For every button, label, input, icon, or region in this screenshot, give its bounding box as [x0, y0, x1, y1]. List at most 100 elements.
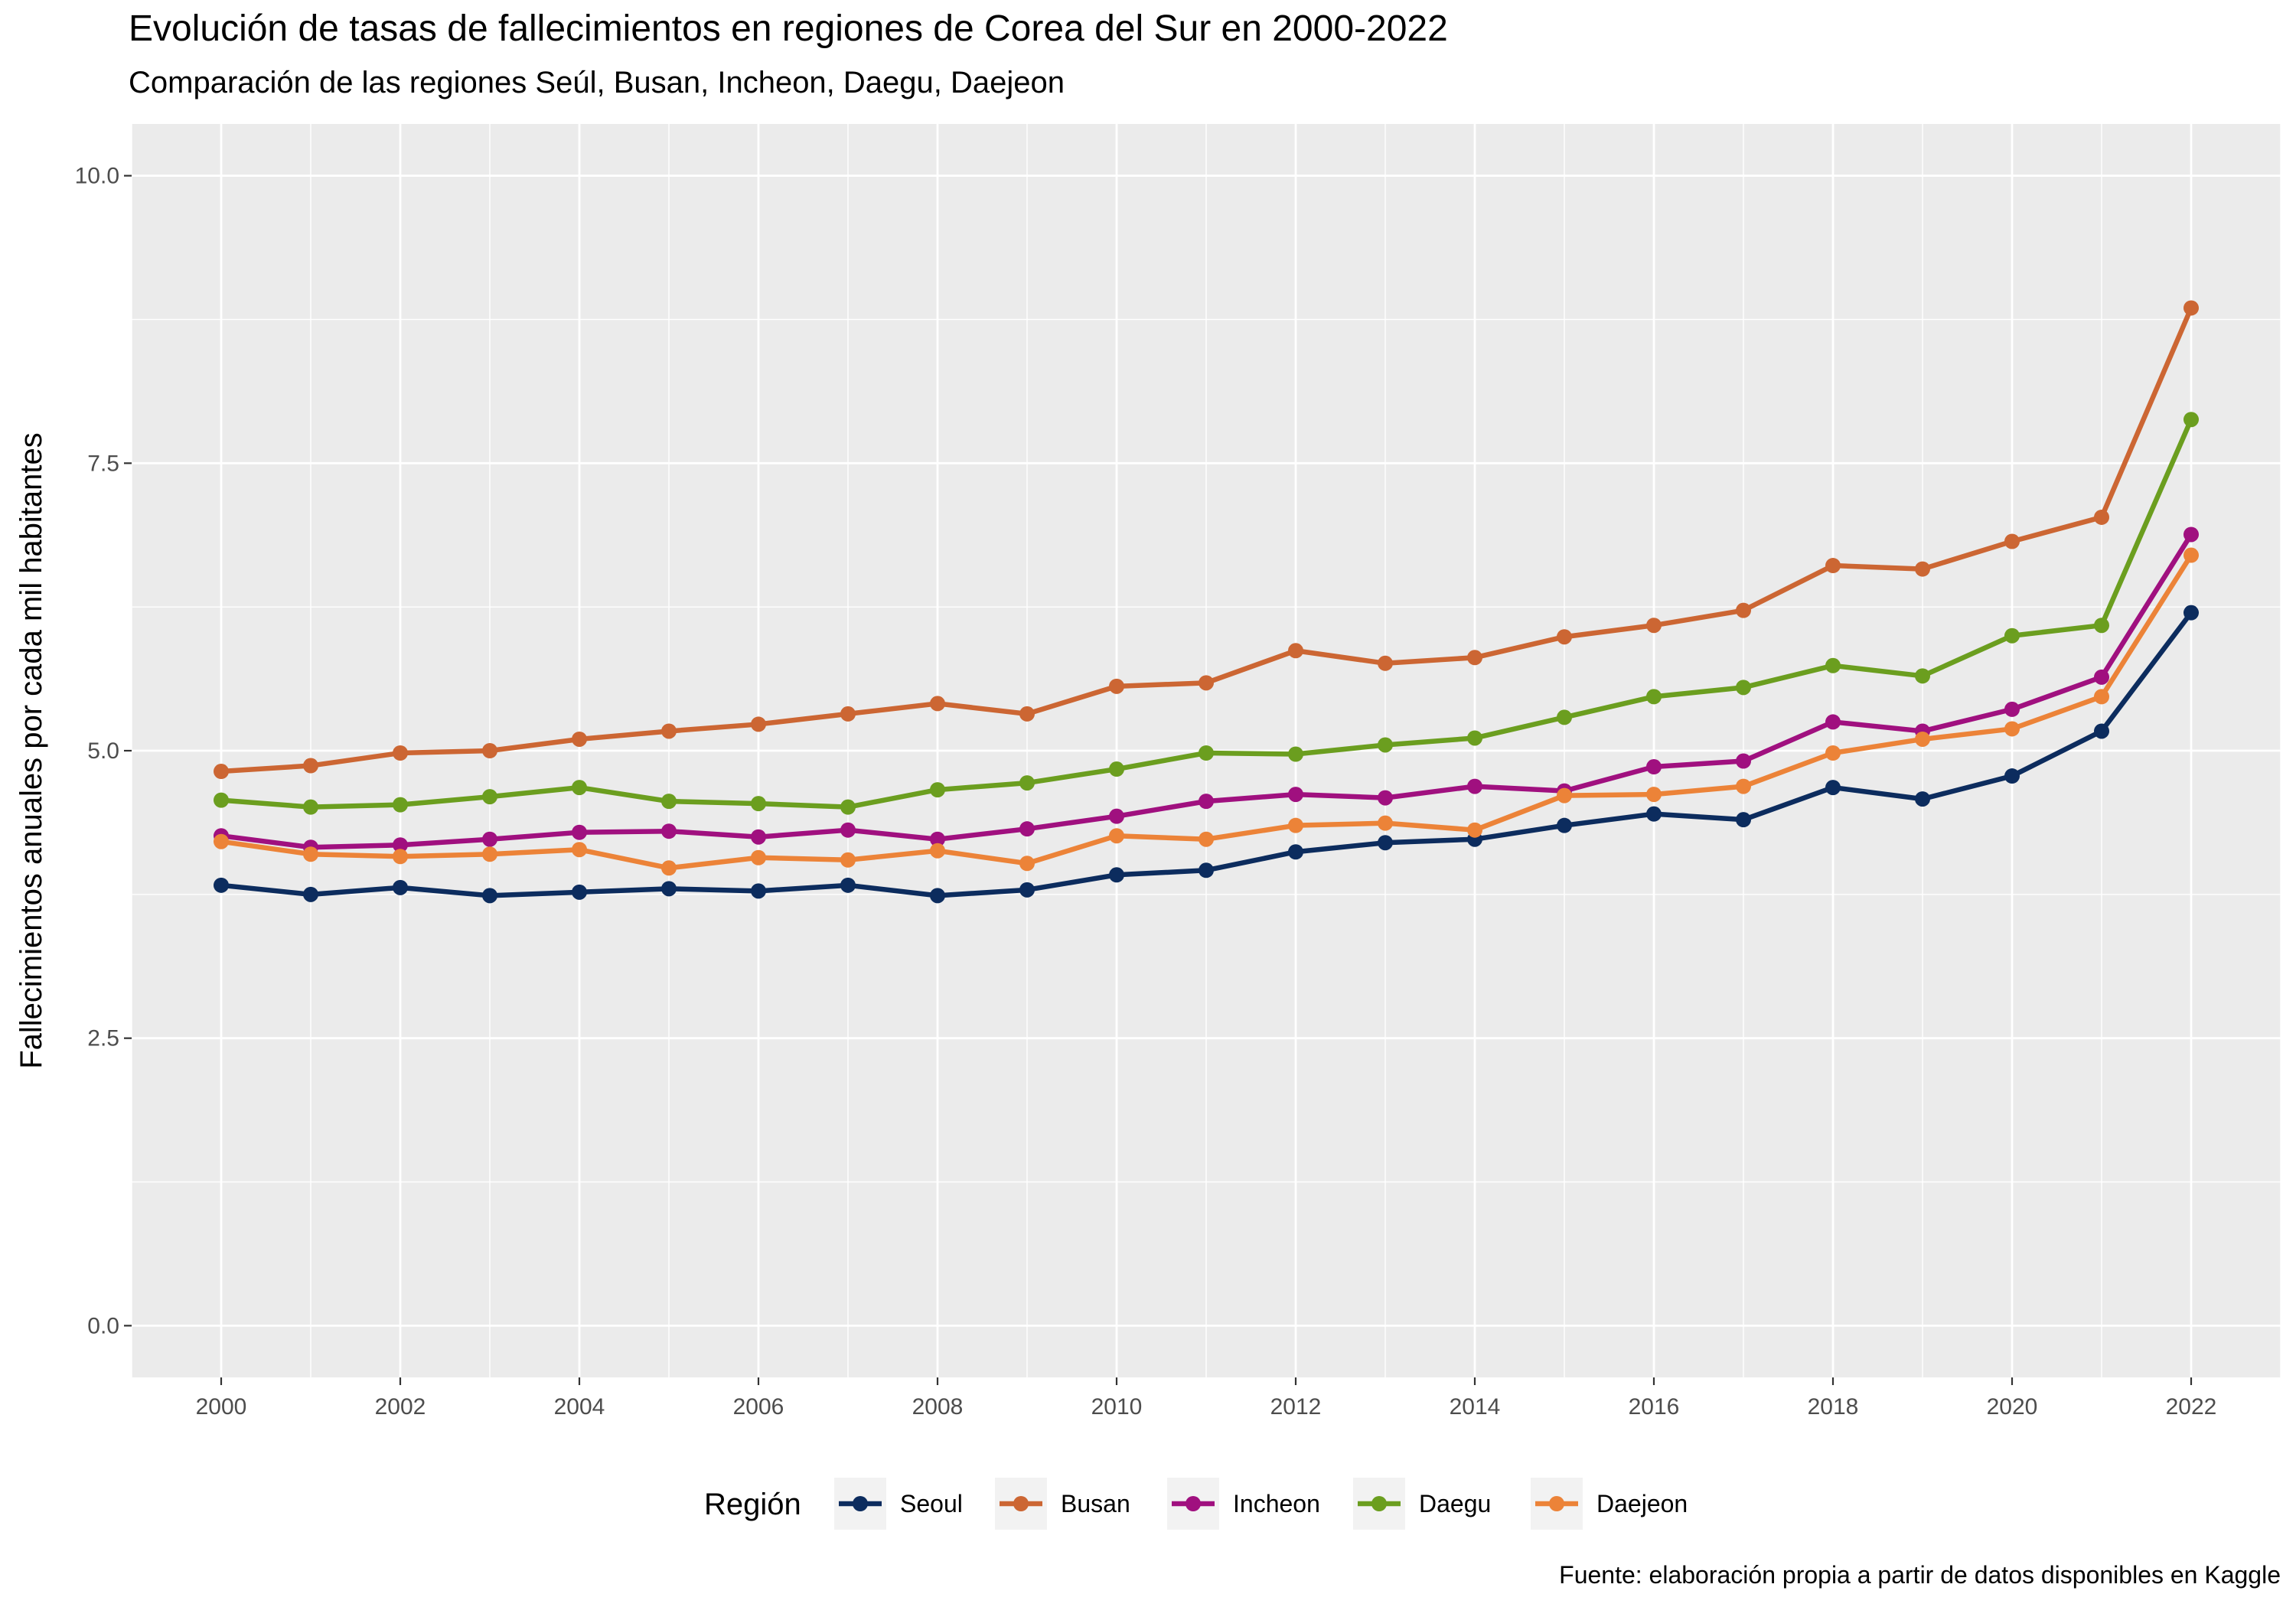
- data-point-incheon: [1199, 794, 1214, 810]
- x-tick-label: 2012: [1270, 1394, 1322, 1420]
- y-tick-label: 7.5: [87, 451, 119, 476]
- data-point-seoul: [482, 888, 497, 904]
- data-point-daegu: [393, 797, 408, 813]
- data-point-incheon: [2094, 669, 2109, 685]
- data-point-daejeon: [1736, 778, 1751, 794]
- data-point-daejeon: [1825, 745, 1841, 761]
- data-point-seoul: [1915, 791, 1930, 807]
- data-point-daejeon: [751, 849, 766, 865]
- data-point-seoul: [303, 886, 318, 902]
- legend-label-busan: Busan: [1061, 1490, 1130, 1517]
- data-point-busan: [930, 696, 945, 712]
- data-point-busan: [2004, 533, 2020, 549]
- data-point-seoul: [1109, 867, 1124, 883]
- data-point-incheon: [1378, 790, 1393, 806]
- data-point-incheon: [661, 823, 677, 839]
- legend-label-daejeon: Daejeon: [1596, 1490, 1688, 1517]
- data-point-busan: [840, 706, 856, 722]
- x-tick-label: 2010: [1091, 1394, 1143, 1420]
- chart-subtitle: Comparación de las regiones Seúl, Busan,…: [129, 66, 1065, 99]
- data-point-seoul: [2004, 768, 2020, 784]
- chart-title: Evolución de tasas de fallecimientos en …: [129, 8, 1448, 49]
- data-point-daejeon: [572, 842, 587, 858]
- data-point-busan: [1467, 650, 1482, 666]
- data-point-busan: [1736, 602, 1751, 618]
- data-point-daejeon: [482, 846, 497, 862]
- data-point-daegu: [572, 780, 587, 796]
- data-point-incheon: [2004, 701, 2020, 717]
- axis-ticks: 0.0 2.5 5.0 7.5 10.0 2000 2002 2004 2006 2008 2010…: [75, 164, 2217, 1420]
- data-point-busan: [661, 723, 677, 739]
- data-point-daejeon: [393, 849, 408, 865]
- data-point-daejeon: [1467, 822, 1482, 838]
- data-point-daejeon: [1109, 828, 1124, 844]
- data-point-seoul: [393, 879, 408, 895]
- data-point-daegu: [1557, 709, 1572, 725]
- data-point-daejeon: [303, 846, 318, 862]
- legend-label-daegu: Daegu: [1419, 1490, 1491, 1517]
- y-tick-label: 0.0: [87, 1313, 119, 1338]
- data-point-busan: [2094, 509, 2109, 525]
- data-point-busan: [303, 758, 318, 774]
- data-point-seoul: [661, 881, 677, 897]
- data-point-daegu: [1199, 745, 1214, 761]
- data-point-seoul: [1557, 817, 1572, 833]
- data-point-incheon: [482, 831, 497, 847]
- legend-key-point: [1549, 1496, 1564, 1511]
- legend-key-point: [1186, 1496, 1201, 1511]
- data-point-incheon: [840, 822, 856, 838]
- data-point-seoul: [1825, 780, 1841, 796]
- data-point-daegu: [2004, 627, 2020, 644]
- legend: Región Seoul Busan Incheon Daegu Daejeon: [704, 1478, 1688, 1530]
- data-point-incheon: [1288, 787, 1303, 803]
- data-point-busan: [2183, 300, 2199, 316]
- chart-caption: Fuente: elaboración propia a partir de d…: [1559, 1561, 2281, 1589]
- x-tick-label: 2006: [733, 1394, 784, 1420]
- data-point-incheon: [1467, 778, 1482, 794]
- data-point-incheon: [1736, 753, 1751, 769]
- data-point-seoul: [1646, 806, 1662, 822]
- data-point-seoul: [572, 884, 587, 900]
- data-point-incheon: [572, 824, 587, 840]
- data-point-busan: [1378, 655, 1393, 671]
- x-tick-label: 2020: [1987, 1394, 2038, 1420]
- data-point-busan: [1646, 618, 1662, 634]
- data-point-daegu: [1825, 657, 1841, 673]
- data-point-busan: [1288, 643, 1303, 659]
- data-point-daegu: [1378, 737, 1393, 753]
- data-point-daegu: [1915, 668, 1930, 684]
- data-point-busan: [1109, 678, 1124, 694]
- data-point-seoul: [1288, 844, 1303, 860]
- data-point-daejeon: [1199, 831, 1214, 847]
- data-point-busan: [214, 764, 229, 780]
- data-point-incheon: [1109, 808, 1124, 824]
- data-point-daegu: [1288, 746, 1303, 762]
- data-point-busan: [1019, 706, 1035, 722]
- data-point-daegu: [482, 789, 497, 805]
- data-point-seoul: [214, 877, 229, 893]
- x-tick-label: 2004: [554, 1394, 605, 1420]
- data-point-seoul: [840, 877, 856, 893]
- data-point-seoul: [751, 883, 766, 899]
- data-point-busan: [482, 743, 497, 758]
- data-point-seoul: [1736, 812, 1751, 828]
- data-point-incheon: [2183, 526, 2199, 543]
- data-point-daegu: [2183, 412, 2199, 428]
- data-point-seoul: [1199, 862, 1214, 878]
- data-point-daejeon: [840, 852, 856, 868]
- x-tick-label: 2002: [375, 1394, 426, 1420]
- data-point-daegu: [303, 799, 318, 815]
- data-point-seoul: [2094, 723, 2109, 739]
- data-point-daegu: [840, 799, 856, 815]
- data-point-daegu: [1646, 689, 1662, 705]
- data-point-busan: [572, 731, 587, 747]
- data-point-busan: [1199, 675, 1214, 691]
- data-point-daejeon: [2004, 721, 2020, 737]
- legend-key-point: [853, 1496, 868, 1511]
- x-tick-label: 2000: [196, 1394, 247, 1420]
- data-point-busan: [751, 716, 766, 732]
- data-point-seoul: [930, 888, 945, 904]
- data-point-daejeon: [2183, 547, 2199, 563]
- data-point-daegu: [1736, 680, 1751, 696]
